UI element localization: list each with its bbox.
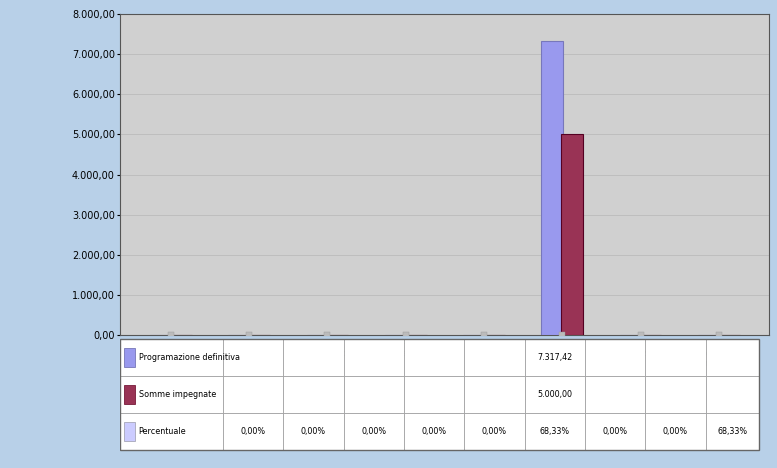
Bar: [646, 376, 706, 413]
Text: 0,00%: 0,00%: [241, 427, 266, 436]
Bar: [120, 339, 223, 376]
Bar: [343, 376, 404, 413]
Bar: [404, 339, 465, 376]
Bar: [124, 348, 134, 366]
Bar: [404, 413, 465, 450]
Bar: [124, 385, 134, 404]
Text: 0,00%: 0,00%: [361, 427, 386, 436]
Bar: [646, 339, 706, 376]
Text: 68,33%: 68,33%: [717, 427, 747, 436]
Bar: [284, 339, 343, 376]
Bar: [284, 413, 343, 450]
Text: 0,00%: 0,00%: [663, 427, 688, 436]
Bar: [404, 376, 465, 413]
Text: 5.000,00: 5.000,00: [538, 390, 573, 399]
Text: Somme impegnate: Somme impegnate: [138, 390, 216, 399]
Text: 0,00%: 0,00%: [422, 427, 447, 436]
Bar: [524, 413, 585, 450]
Text: 7.317,42: 7.317,42: [537, 353, 573, 362]
Bar: [542, 42, 563, 335]
Bar: [343, 413, 404, 450]
Text: 0,00%: 0,00%: [603, 427, 628, 436]
Bar: [706, 339, 759, 376]
Bar: [223, 413, 284, 450]
Text: 68,33%: 68,33%: [540, 427, 570, 436]
Bar: [706, 376, 759, 413]
Bar: [120, 339, 759, 450]
Bar: [343, 339, 404, 376]
Text: Percentuale: Percentuale: [138, 427, 186, 436]
Bar: [284, 376, 343, 413]
Bar: [465, 376, 524, 413]
Bar: [223, 339, 284, 376]
Bar: [585, 413, 646, 450]
Bar: [706, 413, 759, 450]
Text: Programazione definitiva: Programazione definitiva: [138, 353, 239, 362]
Bar: [465, 413, 524, 450]
Bar: [585, 376, 646, 413]
Bar: [561, 134, 583, 335]
Bar: [465, 339, 524, 376]
Bar: [585, 339, 646, 376]
Bar: [646, 413, 706, 450]
Bar: [120, 413, 223, 450]
Bar: [223, 376, 284, 413]
Bar: [124, 422, 134, 441]
Bar: [524, 339, 585, 376]
Text: 0,00%: 0,00%: [482, 427, 507, 436]
Text: 0,00%: 0,00%: [301, 427, 326, 436]
Bar: [120, 376, 223, 413]
Bar: [524, 376, 585, 413]
